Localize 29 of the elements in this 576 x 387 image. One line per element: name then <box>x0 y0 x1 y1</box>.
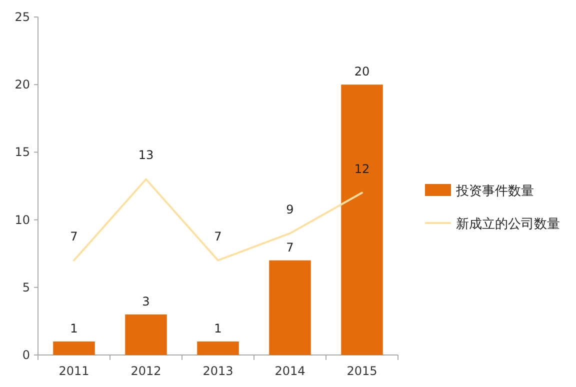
data-label: 1 <box>70 321 78 336</box>
data-label: 7 <box>286 240 294 254</box>
data-label: 13 <box>138 148 154 162</box>
x-tick-label: 2012 <box>130 364 162 378</box>
y-tick-label: 10 <box>14 212 30 227</box>
data-label: 7 <box>214 229 222 244</box>
legend-label: 投资事件数量 <box>455 184 534 199</box>
data-label: 7 <box>70 229 78 244</box>
y-tick-label: 5 <box>22 280 30 294</box>
data-label: 9 <box>286 202 294 216</box>
bar <box>197 341 239 355</box>
y-tick-label: 0 <box>22 348 30 362</box>
x-tick-label: 2013 <box>202 364 234 378</box>
x-tick-label: 2015 <box>346 364 378 378</box>
data-label: 3 <box>142 294 150 308</box>
legend-label: 新成立的公司数量 <box>456 216 560 232</box>
line-series <box>73 178 363 262</box>
data-label: 12 <box>354 162 370 176</box>
y-tick-label: 15 <box>14 145 30 160</box>
bar <box>53 341 95 355</box>
data-label: 20 <box>354 64 370 79</box>
y-tick-label: 25 <box>14 10 30 24</box>
bar <box>269 260 311 355</box>
data-label: 1 <box>214 321 222 336</box>
bar <box>125 314 167 355</box>
x-tick-label: 2011 <box>58 364 90 378</box>
y-tick-label: 20 <box>14 78 30 92</box>
x-tick-label: 2014 <box>274 364 306 378</box>
bar <box>341 84 383 355</box>
